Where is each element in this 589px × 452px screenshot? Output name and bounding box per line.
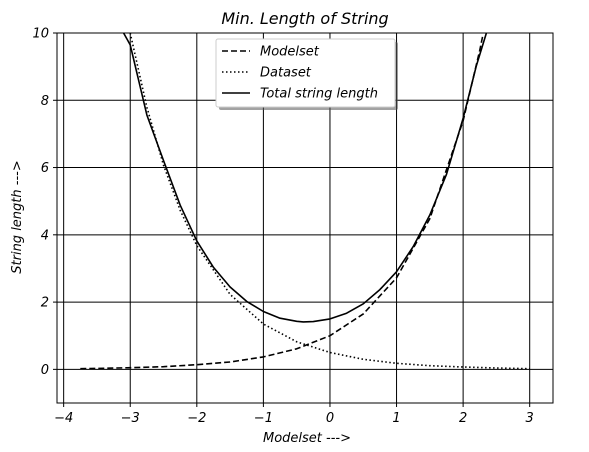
x-tick-label: −3 [121,411,140,426]
x-tick-label: −4 [54,411,73,426]
legend: Modelset Dataset Total string length [215,38,398,110]
legend-label-dataset: Dataset [260,66,312,81]
chart-title: Min. Length of String [221,9,388,28]
x-tick-label: 3 [526,411,534,426]
x-tick-label: −1 [254,411,273,426]
y-axis-ticks: 0 2 4 6 8 10 [32,27,57,378]
y-axis-label: String length ---> [10,160,25,273]
y-tick-label: 8 [41,94,49,109]
x-tick-label: 1 [392,411,400,426]
legend-box [215,38,396,108]
series-layer [80,33,530,370]
series-line-dataset [129,33,530,370]
plot-frame [56,32,554,404]
x-axis-ticks: −4 −3 −2 −1 0 1 2 3 [54,403,534,426]
x-tick-label: 0 [326,411,334,426]
y-tick-label: 0 [41,363,49,378]
x-axis-label: Modelset ---> [263,431,351,446]
y-tick-label: 4 [41,228,49,243]
x-tick-label: −2 [187,411,206,426]
y-tick-label: 6 [41,161,49,176]
legend-label-modelset: Modelset [260,45,320,60]
y-tick-label: 10 [32,27,49,42]
legend-label-total-string-length: Total string length [260,87,378,102]
x-tick-label: 2 [459,411,467,426]
series-line-total-string-length [122,33,488,323]
y-tick-label: 2 [41,296,49,311]
legend-items: Modelset Dataset Total string length [222,45,378,102]
